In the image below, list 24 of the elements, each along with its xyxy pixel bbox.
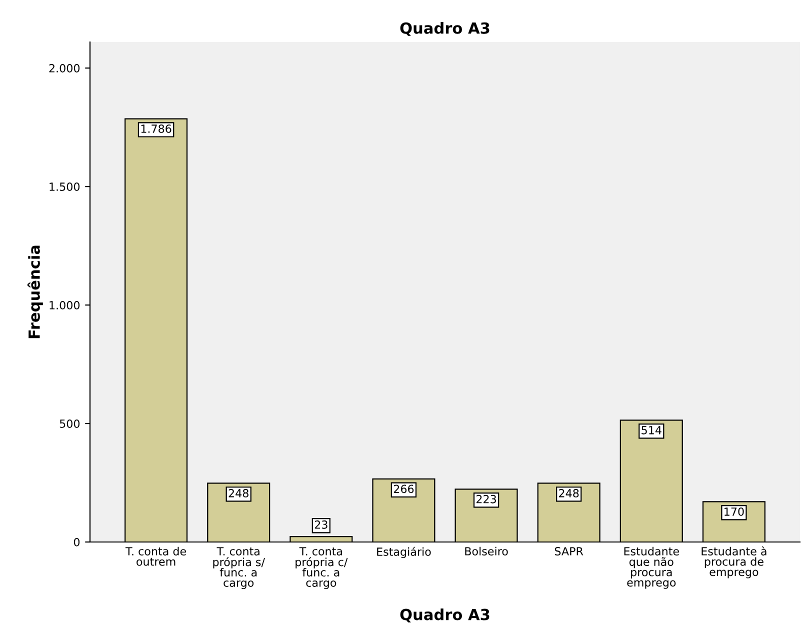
x-axis-title: Quadro A3	[400, 608, 490, 622]
y-tick-label: 0	[74, 538, 80, 546]
data-label: 1.786	[141, 124, 172, 133]
x-tick-label: SAPR	[554, 547, 584, 556]
y-tick-label: 1.500	[50, 182, 80, 191]
y-axis-title: Frequência	[28, 246, 43, 338]
x-tick-label: T. conta própria c/ func. a cargo	[296, 547, 348, 590]
data-label: 170	[724, 507, 744, 516]
y-tick-label: 2.000	[49, 64, 80, 72]
x-tick-label: Estudante que não procura emprego	[624, 546, 679, 589]
data-label: 248	[228, 488, 248, 498]
x-tick-label: Bolseiro	[465, 546, 508, 556]
data-label: 223	[476, 494, 496, 504]
x-tick-label: T. conta de outrem	[125, 546, 186, 566]
data-label: 514	[642, 426, 662, 434]
data-label: 23	[314, 520, 328, 529]
chart-title: Quadro A3	[400, 22, 490, 36]
x-tick-label: Estagiário	[377, 546, 431, 558]
x-tick-label: T. conta própria s/ func. a cargo	[213, 547, 265, 590]
y-tick-label: 1.000	[50, 301, 80, 310]
data-label: 266	[394, 484, 414, 494]
data-label: 248	[559, 488, 579, 498]
y-tick-label: 500	[60, 419, 80, 428]
x-tick-label: Estudante à procura de emprego	[702, 546, 766, 578]
